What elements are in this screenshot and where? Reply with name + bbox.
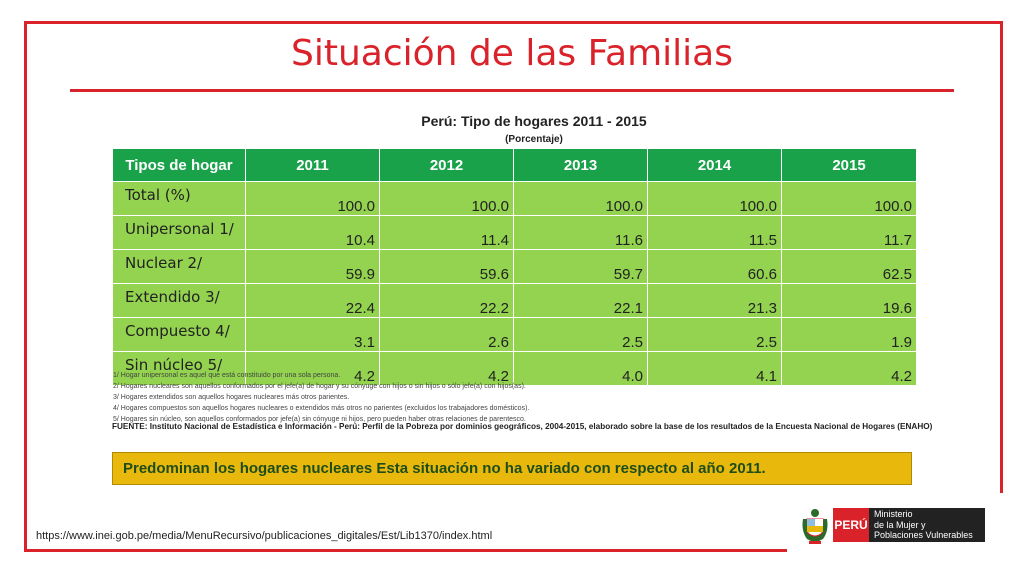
- table-row: Extendido 3/ 22.4 22.2 22.1 21.3 19.6: [112, 283, 917, 318]
- row-label: Extendido 3/: [112, 283, 246, 318]
- table-cell: 11.4: [379, 215, 514, 250]
- table-cell: 11.5: [647, 215, 782, 250]
- row-label: Unipersonal 1/: [112, 215, 246, 250]
- ministry-line: de la Mujer y: [874, 519, 926, 530]
- table-cell: 21.3: [647, 283, 782, 318]
- row-label: Nuclear 2/: [112, 249, 246, 284]
- table-row: Total (%) 100.0 100.0 100.0 100.0 100.0: [112, 181, 917, 216]
- header-2014: 2014: [647, 148, 782, 182]
- table-cell: 59.7: [513, 249, 648, 284]
- table-cell: 19.6: [781, 283, 917, 318]
- table-cell: 59.9: [245, 249, 380, 284]
- table-cell: 2.5: [513, 317, 648, 352]
- header-2012: 2012: [379, 148, 514, 182]
- table-cell: 4.0: [513, 351, 648, 386]
- table-cell: 22.4: [245, 283, 380, 318]
- peru-label: PERÚ: [833, 508, 869, 542]
- table-subtitle: (Porcentaje): [505, 134, 563, 145]
- table-cell: 4.2: [781, 351, 917, 386]
- table-cell: 60.6: [647, 249, 782, 284]
- footnote: 5/ Hogares sin núcleo, son aquellos conf…: [113, 416, 526, 423]
- table-cell: 22.2: [379, 283, 514, 318]
- table-cell: 3.1: [245, 317, 380, 352]
- ministry-name: Ministerio de la Mujer y Poblaciones Vul…: [869, 508, 985, 542]
- header-2015: 2015: [781, 148, 917, 182]
- coat-of-arms-icon: [802, 509, 828, 544]
- header-2011: 2011: [245, 148, 380, 182]
- header-2013: 2013: [513, 148, 648, 182]
- table-cell: 100.0: [245, 181, 380, 216]
- frame-top-border: [24, 21, 1003, 24]
- footnote: 3/ Hogares extendidos son aquellos hogar…: [113, 394, 350, 401]
- footnote: 4/ Hogares compuestos son aquellos hogar…: [113, 405, 530, 412]
- slide-title: Situación de las Familias: [291, 33, 733, 74]
- frame-right-border: [1000, 21, 1003, 493]
- conclusion-callout: Predominan los hogares nucleares Esta si…: [112, 452, 912, 485]
- table-title: Perú: Tipo de hogares 2011 - 2015: [421, 113, 647, 129]
- row-label: Sin núcleo 5/: [112, 351, 246, 386]
- table-row: Unipersonal 1/ 10.4 11.4 11.6 11.5 11.7: [112, 215, 917, 250]
- source-url[interactable]: https://www.inei.gob.pe/media/MenuRecurs…: [36, 530, 493, 542]
- table-cell: 4.2: [379, 351, 514, 386]
- header-tipos: Tipos de hogar: [112, 148, 246, 182]
- ministry-line: Poblaciones Vulnerables: [874, 530, 973, 540]
- table-cell: 100.0: [513, 181, 648, 216]
- table-cell: 62.5: [781, 249, 917, 284]
- table-cell: 22.1: [513, 283, 648, 318]
- footnote: 2/ Hogares nucleares son aquellos confor…: [113, 383, 526, 390]
- row-label: Total (%): [112, 181, 246, 216]
- table-cell: 2.5: [647, 317, 782, 352]
- table-cell: 100.0: [781, 181, 917, 216]
- table-row: Sin núcleo 5/ 4.2 4.2 4.0 4.1 4.2: [112, 351, 917, 386]
- table-cell: 4.1: [647, 351, 782, 386]
- table-cell: 2.6: [379, 317, 514, 352]
- table-cell: 100.0: [647, 181, 782, 216]
- table-row: Nuclear 2/ 59.9 59.6 59.7 60.6 62.5: [112, 249, 917, 284]
- table-cell: 11.6: [513, 215, 648, 250]
- table-cell: 100.0: [379, 181, 514, 216]
- table-row: Compuesto 4/ 3.1 2.6 2.5 2.5 1.9: [112, 317, 917, 352]
- row-label: Compuesto 4/: [112, 317, 246, 352]
- frame-bottom-border: [24, 549, 787, 552]
- ministry-logo: PERÚ Ministerio de la Mujer y Poblacione…: [797, 505, 988, 545]
- table-cell: 59.6: [379, 249, 514, 284]
- title-divider: [70, 89, 954, 92]
- footnote: 1/ Hogar unipersonal es aquel que está c…: [113, 372, 341, 379]
- ministry-line: Ministerio: [874, 509, 913, 519]
- table-header-row: Tipos de hogar 2011 2012 2013 2014 2015: [112, 148, 917, 182]
- source-note: FUENTE: Instituto Nacional de Estadístic…: [112, 422, 933, 431]
- table-cell: 1.9: [781, 317, 917, 352]
- table-cell: 11.7: [781, 215, 917, 250]
- frame-left-border: [24, 21, 27, 551]
- table-cell: 10.4: [245, 215, 380, 250]
- household-types-table: Tipos de hogar 2011 2012 2013 2014 2015 …: [112, 148, 917, 386]
- footnotes: 1/ Hogar unipersonal es aquel que está c…: [113, 370, 913, 425]
